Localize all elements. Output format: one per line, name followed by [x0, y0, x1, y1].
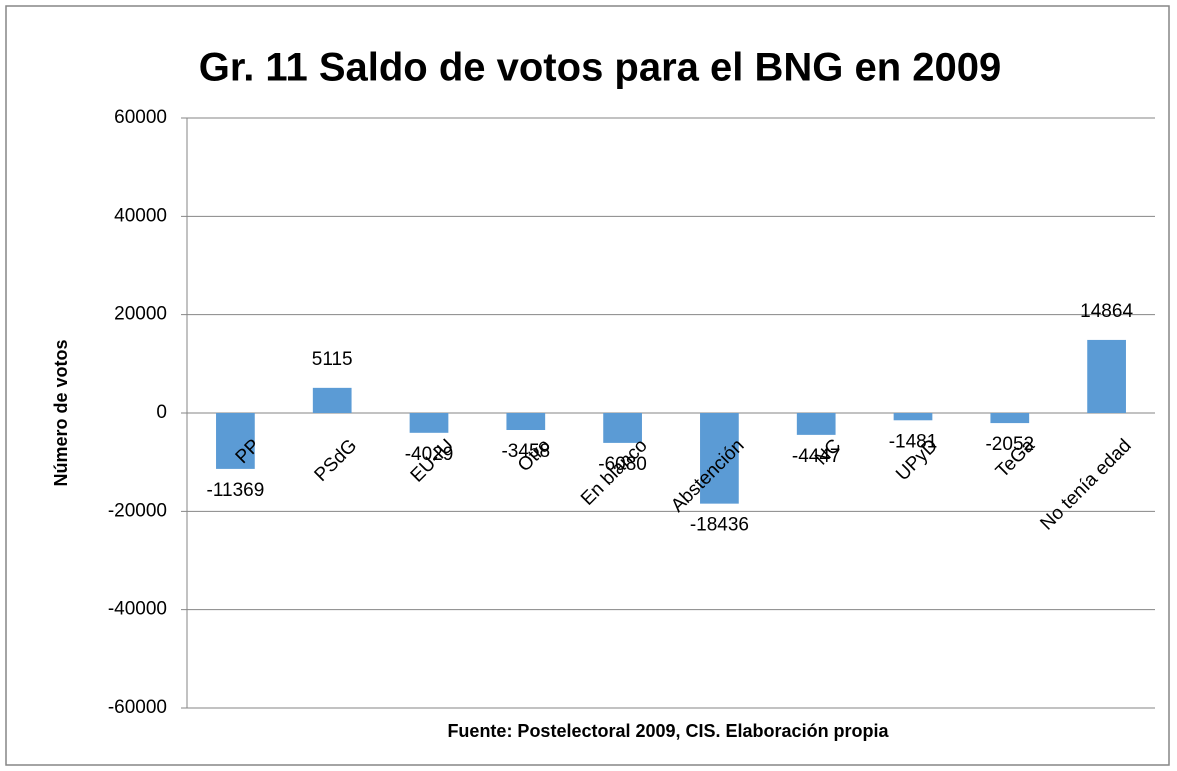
data-label: -6080	[598, 454, 647, 475]
chart-title: Gr. 11 Saldo de votos para el BNG en 200…	[199, 46, 1002, 90]
bar	[603, 413, 642, 443]
bar	[312, 387, 352, 413]
data-label: -18436	[690, 515, 749, 536]
data-label: -2052	[985, 434, 1034, 455]
data-label: -4029	[405, 444, 454, 465]
bar	[1087, 339, 1126, 413]
bar	[700, 413, 739, 504]
chart-border	[5, 5, 1170, 766]
bar	[990, 413, 1030, 424]
y-axis-label: Número de votos	[51, 339, 71, 486]
data-label: -1481	[889, 431, 938, 452]
data-label: -3458	[501, 441, 550, 462]
source-note: Fuente: Postelectoral 2009, CIS. Elabora…	[447, 721, 889, 741]
bar	[796, 413, 836, 435]
bar	[506, 413, 546, 431]
data-label: -11369	[207, 480, 265, 501]
y-tick-label: 40000	[114, 205, 167, 226]
y-tick-label: 20000	[114, 304, 167, 325]
bar	[216, 413, 255, 469]
data-label: 5115	[312, 349, 353, 370]
y-tick-label: -40000	[108, 599, 167, 620]
y-tick-label: 60000	[114, 107, 167, 128]
y-tick-label: -60000	[108, 697, 167, 718]
data-label: 14864	[1080, 301, 1133, 322]
bar	[409, 413, 449, 433]
data-label: -4447	[792, 446, 841, 467]
y-tick-label: 0	[156, 402, 167, 423]
y-tick-label: -20000	[108, 500, 167, 521]
bar	[893, 413, 933, 421]
